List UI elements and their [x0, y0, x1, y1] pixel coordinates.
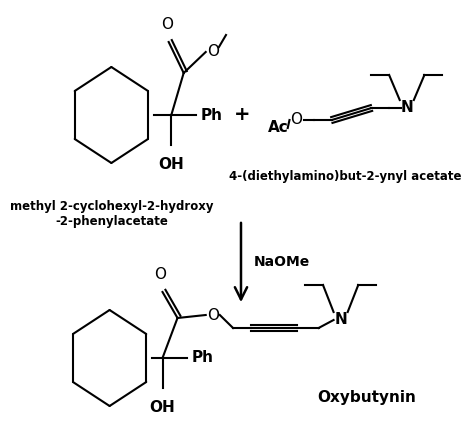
- Text: O: O: [207, 45, 219, 60]
- Text: 4-(diethylamino)but-2-ynyl acetate: 4-(diethylamino)but-2-ynyl acetate: [229, 170, 461, 183]
- Text: O: O: [207, 307, 219, 322]
- Text: Ac: Ac: [268, 120, 289, 135]
- Text: Ph: Ph: [191, 351, 214, 366]
- Text: N: N: [401, 101, 413, 116]
- Text: Oxybutynin: Oxybutynin: [318, 390, 417, 405]
- Text: O: O: [154, 267, 166, 282]
- Text: O: O: [161, 17, 173, 32]
- Text: Ph: Ph: [201, 108, 222, 123]
- Text: NaOMe: NaOMe: [254, 255, 310, 269]
- Text: O: O: [291, 112, 302, 127]
- Text: +: +: [234, 105, 250, 124]
- Text: OH: OH: [150, 400, 175, 415]
- Text: OH: OH: [158, 157, 184, 172]
- Text: N: N: [334, 313, 347, 328]
- Text: methyl 2-cyclohexyl-2-hydroxy
-2-phenylacetate: methyl 2-cyclohexyl-2-hydroxy -2-phenyla…: [9, 200, 213, 228]
